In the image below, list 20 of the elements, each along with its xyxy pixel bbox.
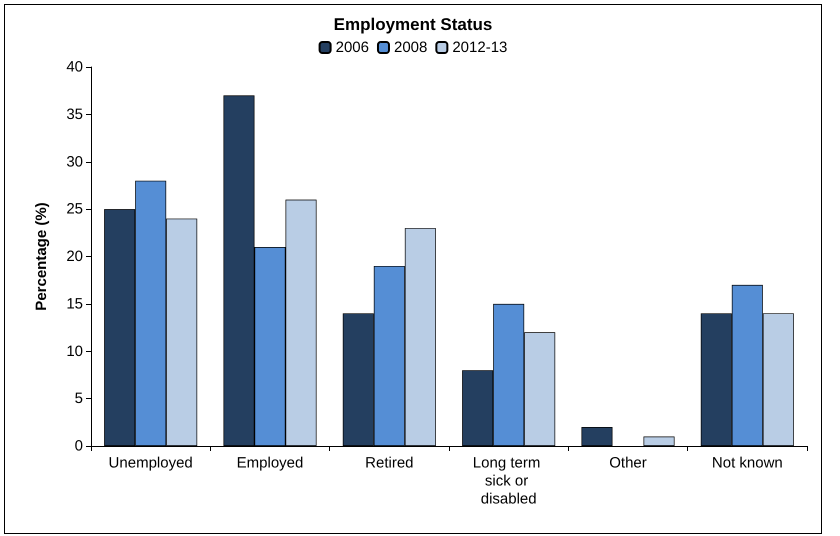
- x-tick-label: Not known: [712, 454, 783, 472]
- chart-title: Employment Status: [334, 15, 492, 34]
- x-tick-label: Employed: [236, 454, 304, 472]
- y-tick-label: 40: [66, 58, 83, 76]
- x-tick-label: Other: [609, 454, 647, 472]
- x-tick-label: Unemployed: [108, 454, 193, 472]
- y-tick-label: 30: [66, 153, 83, 170]
- x-tick-label: Retired: [365, 454, 414, 472]
- y-tick-label: 0: [74, 438, 83, 454]
- y-tick-label: 20: [66, 248, 83, 265]
- y-tick-label: 25: [66, 200, 83, 218]
- y-axis-title: Percentage (%): [33, 202, 50, 311]
- legend-label: 2006: [336, 39, 369, 56]
- x-tick-label: Long term sick or disabled: [472, 454, 545, 508]
- y-tick-label: 35: [66, 106, 83, 123]
- legend-label: 2012-13: [452, 39, 508, 56]
- y-tick-label: 15: [66, 295, 83, 312]
- y-tick-label: 10: [66, 342, 83, 360]
- y-tick-label: 5: [74, 390, 83, 408]
- legend-label: 2008: [394, 39, 428, 56]
